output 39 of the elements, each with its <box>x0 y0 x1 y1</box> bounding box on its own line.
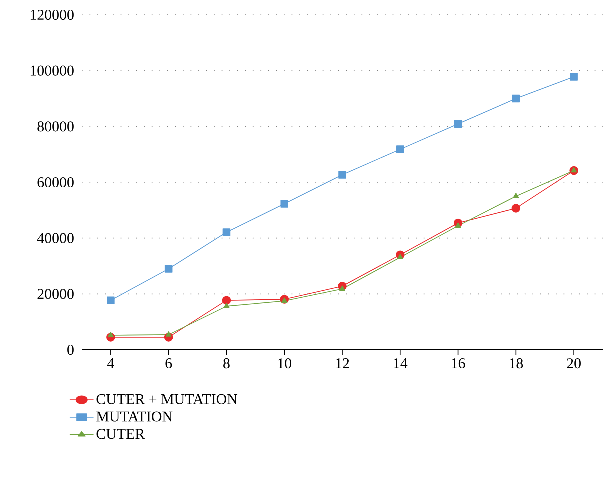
point <box>397 254 404 260</box>
point <box>455 222 462 228</box>
x-tick-label: 6 <box>166 358 172 369</box>
point <box>340 286 346 292</box>
point <box>224 303 230 308</box>
point <box>396 146 404 154</box>
point <box>222 296 232 305</box>
point <box>454 120 462 128</box>
x-tick-label: 8 <box>224 358 230 369</box>
y-tick-label: 80000 <box>38 122 74 132</box>
x-tick-label: 4 <box>108 358 114 368</box>
point <box>108 332 114 338</box>
point <box>164 265 173 273</box>
point <box>166 332 172 337</box>
y-tick-label: 20000 <box>38 289 74 300</box>
x-tick-label: 20 <box>567 358 581 369</box>
x-tick-label: 18 <box>510 358 524 369</box>
y-tick-label: 0 <box>68 344 74 356</box>
legend-label: CUTER + MUTATION <box>96 394 238 404</box>
point <box>338 171 346 179</box>
point <box>512 204 521 213</box>
y-tick-label: 40000 <box>37 233 74 244</box>
point <box>282 298 288 304</box>
point <box>107 296 115 304</box>
y-tick-label: 120000 <box>30 10 74 20</box>
point <box>570 73 578 81</box>
x-tick-label: 10 <box>278 358 292 369</box>
y-tick-label: 60000 <box>38 177 74 188</box>
legend-label: CUTER <box>96 429 146 440</box>
point <box>513 193 520 198</box>
point <box>512 94 520 103</box>
x-tick-label: 14 <box>394 358 408 368</box>
point <box>280 200 288 208</box>
x-tick-label: 16 <box>452 358 466 369</box>
point <box>222 228 231 236</box>
point <box>571 167 578 173</box>
x-tick-label: 12 <box>336 358 350 368</box>
y-tick-label: 100000 <box>30 66 74 76</box>
legend-label: MUTATION <box>96 412 173 422</box>
